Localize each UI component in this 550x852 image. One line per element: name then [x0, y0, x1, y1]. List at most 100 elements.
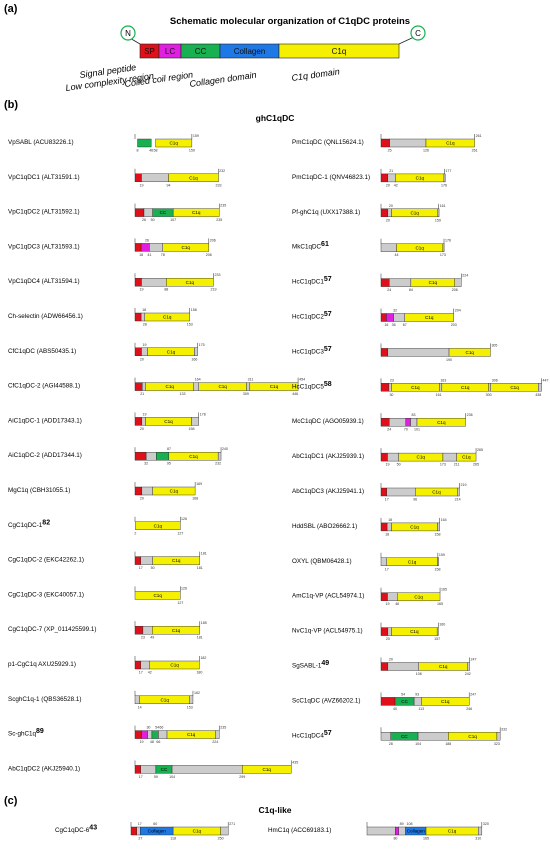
- domain-seg-2: [393, 313, 405, 322]
- domain-label-2: C1q: [166, 384, 175, 389]
- domain-label-2: CC: [161, 767, 168, 772]
- domain-seg-3: [437, 208, 440, 218]
- pos-bot-0: 19: [139, 183, 143, 187]
- pos-top-0: 89: [400, 822, 404, 826]
- pos-bot-2: 66: [156, 740, 160, 744]
- pos-top-0: 235: [220, 204, 226, 208]
- pos-bot-1: 133: [180, 392, 186, 396]
- pos-top-0: 176: [445, 239, 451, 243]
- protein-row-left-15: p1-CgC1q AXU25929.1) C1q 182 17 42 180: [8, 656, 206, 675]
- protein-name: Sc-ghC1q89: [8, 728, 44, 738]
- domain-seg-1: [140, 556, 153, 565]
- protein-row-right-0: PmC1qDC (QNL15624.1) C1q 261 25 126 261: [292, 134, 482, 153]
- domain-seg-1: [141, 486, 153, 496]
- domain-seg-1: [395, 826, 399, 836]
- pos-bot-3: 211: [454, 463, 460, 467]
- panel-a-letter: (a): [4, 3, 18, 15]
- domain-seg-1: [141, 382, 146, 391]
- pos-top-1: 311: [248, 378, 254, 382]
- protein-ref: 49: [321, 660, 329, 667]
- pos-bot-3: 203: [451, 323, 457, 327]
- pos-bot-2: 250: [218, 837, 224, 841]
- domain-seg-1: [386, 313, 394, 322]
- domain-seg-0: [130, 826, 137, 836]
- domain-seg-2: [149, 660, 200, 670]
- pos-top-1: 240: [222, 447, 228, 451]
- pos-bot-0: 20: [140, 497, 144, 501]
- pos-top-0: 159: [439, 553, 445, 557]
- domain-seg-1: [389, 138, 427, 148]
- protein-row-left-0: VpSABL (ACU83226.1) C1q 159 8 46 58 159: [8, 134, 199, 153]
- domain-seg-2: [425, 138, 475, 148]
- pos-top-2: 247: [470, 692, 476, 696]
- pos-bot-2: 188: [445, 742, 451, 746]
- pos-bot-2: 180: [196, 671, 202, 675]
- pos-bot-3: 224: [212, 740, 218, 744]
- protein-row-right-3: MkC1qDC61 C1q 176 44 173: [292, 238, 451, 257]
- domain-label-2: C1q: [167, 349, 176, 354]
- pos-bot-2: 181: [197, 566, 203, 570]
- domain-seg-1: [388, 383, 392, 392]
- pos-bot-1: 157: [434, 637, 440, 641]
- pos-top-1: 175: [199, 343, 205, 347]
- domain-label-2: C1q: [172, 558, 181, 563]
- domain-seg-3: [171, 765, 243, 774]
- protein-row-right-1: PmC1qDC-1 (QNV46823.1) C1q 21 177 20 42 176: [292, 168, 451, 187]
- schematic-seg-label-cc: CC: [195, 47, 207, 56]
- domain-seg-1: [386, 522, 392, 532]
- pos-bot-1: 42: [148, 671, 152, 675]
- protein-row-right-2: Pf-ghC1q (UXX17388.1) C1q 20 161 20 159: [292, 203, 446, 222]
- pos-bot-1: 158: [435, 567, 441, 571]
- protein-name: CgC1qDC-182: [8, 519, 50, 529]
- domain-seg-3: [443, 173, 446, 183]
- pos-bot-1: 113: [418, 707, 424, 711]
- domain-seg-0: [134, 660, 141, 670]
- protein-name: CgC1qDC-643: [55, 825, 97, 835]
- domain-seg-4: [456, 452, 477, 462]
- pos-bot-0: 17: [385, 498, 389, 502]
- protein-name: AbC1qDC2 (AKJ25940.1): [8, 765, 80, 772]
- pos-bot-0: 19: [385, 602, 389, 606]
- domain-seg-4: [242, 765, 292, 774]
- domain-seg-3: [404, 313, 454, 322]
- domain-seg-0: [366, 826, 396, 836]
- protein-row-right-7: HcC1qDC558 C1q C1q C1q 23 163 306 447 30 161 300 43…: [292, 378, 549, 397]
- domain-label-1: C1q: [169, 141, 178, 146]
- domain-seg-3: [442, 452, 457, 462]
- pos-top-1: 54: [155, 726, 159, 730]
- pos-bot-2: 214: [455, 498, 461, 502]
- pos-top-1: 163: [440, 378, 446, 382]
- pos-top-1: 60: [153, 822, 157, 826]
- domain-seg-2: [152, 556, 200, 565]
- pos-top-1: 161: [440, 204, 446, 208]
- domain-label-3: C1q: [193, 829, 202, 834]
- domain-seg-2: [144, 312, 190, 322]
- protein-name: HcC1qDC558: [292, 381, 332, 391]
- pos-top-2: 320: [483, 822, 489, 826]
- domain-seg-0: [134, 765, 141, 774]
- protein-name: Ch-selectin (ADW66456.1): [8, 313, 83, 320]
- domain-seg-0: [380, 522, 388, 532]
- pos-bot-0: 18: [385, 532, 389, 536]
- protein-row-left-13: CgC1qDC-3 (EKC40057.1) C1q 126 127: [8, 586, 187, 605]
- protein-name: AiC1qDC-1 (ADD17343.1): [8, 417, 82, 424]
- protein-row-left-10: MgC1q (CBH31055.1) C1q 169 20 168: [8, 482, 202, 501]
- domain-seg-0: [380, 383, 390, 392]
- domain-seg-4: [220, 826, 229, 836]
- domain-seg-1: [141, 278, 167, 287]
- pos-bot-1: 41: [147, 253, 151, 257]
- domain-seg-1: [141, 347, 148, 356]
- pos-bot-1: 59: [154, 775, 158, 779]
- domain-seg-2: [152, 626, 200, 635]
- protein-name: VpC1qDC4 (ALT31594.1): [8, 278, 80, 285]
- pos-bot-0: 32: [144, 462, 148, 466]
- protein-name: McC1qDC (AGO05939.1): [292, 418, 364, 425]
- protein-row-left-4: VpC1qDC4 (ALT31594.1) C1q 233 19 88 219: [8, 273, 220, 292]
- pos-bot-0: 20: [140, 427, 144, 431]
- pos-bot-1: 127: [177, 531, 183, 535]
- c1q-like-rows: CgC1qDC-643 Collagen C1q 17 60 271 27 118 250 HmC…: [55, 822, 489, 841]
- n-terminus: [120, 25, 136, 41]
